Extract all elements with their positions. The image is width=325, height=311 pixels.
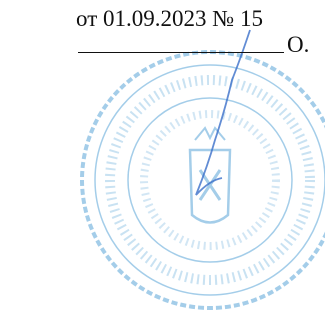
signature-line xyxy=(78,52,284,53)
date-line: от 01.09.2023 № 15 xyxy=(76,6,263,32)
document: от 01.09.2023 № 15 О. xyxy=(0,0,325,311)
signature-initial: О. xyxy=(287,32,309,58)
stamp xyxy=(0,0,325,311)
